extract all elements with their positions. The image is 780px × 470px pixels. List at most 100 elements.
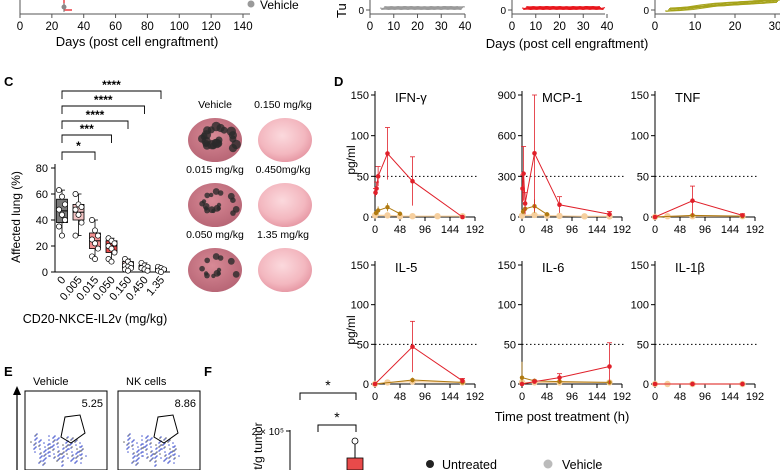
cytokine-plot: 0 50 100 150 0 48 96 144 192 IL-1β bbox=[631, 260, 765, 403]
lung-label: 1.35 mg/kg bbox=[257, 229, 309, 241]
cytokine-y-tick-label: 150 bbox=[631, 260, 649, 272]
vehicle-legend-label: Vehicle bbox=[260, 0, 299, 12]
survival-x-tick-label: 80 bbox=[141, 21, 154, 33]
flow-event bbox=[71, 446, 73, 448]
flow-event bbox=[173, 454, 175, 456]
flow-event bbox=[35, 442, 37, 444]
untreated-point bbox=[532, 150, 537, 156]
cytokine-x-tick-label: 96 bbox=[419, 224, 431, 236]
panel-c-point bbox=[78, 204, 85, 210]
flow-event bbox=[138, 453, 140, 455]
flow-event bbox=[127, 439, 129, 441]
flow-event bbox=[61, 457, 63, 459]
flow-event bbox=[45, 457, 47, 459]
panel-d-ylabel-bottom: pg/ml bbox=[344, 315, 358, 344]
cytokine-y-tick-label: 0 bbox=[363, 379, 369, 391]
untreated-point bbox=[385, 151, 390, 156]
legend-vehicle-label: Vehicle bbox=[562, 458, 602, 470]
survival-x-tick-label: 0 bbox=[17, 21, 23, 33]
flow-event bbox=[168, 440, 170, 442]
flow-event bbox=[68, 448, 70, 450]
flow-event bbox=[149, 439, 151, 441]
flow-event bbox=[168, 444, 170, 446]
flow-event bbox=[137, 462, 139, 464]
flow-event bbox=[169, 452, 171, 454]
flow-event bbox=[136, 463, 138, 465]
survival-x-ticks: 0 20 40 60 80 100 120 140 bbox=[17, 14, 253, 33]
panel-c-sig-bracket bbox=[61, 105, 145, 114]
flow-event bbox=[49, 447, 51, 449]
untreated-point bbox=[652, 381, 658, 387]
panel-c-sig-label: *** bbox=[80, 122, 94, 136]
panel-f-point bbox=[351, 437, 359, 445]
flow-event bbox=[65, 442, 67, 444]
flow-event bbox=[165, 437, 167, 439]
lung-image bbox=[258, 248, 312, 292]
flow-event bbox=[163, 447, 165, 449]
flow-event bbox=[85, 455, 87, 457]
flow-event bbox=[81, 449, 83, 451]
tumor-y-tick-label: 0 bbox=[500, 6, 506, 17]
flow-event bbox=[81, 445, 83, 447]
untreated-point bbox=[607, 364, 612, 369]
panel-f-ylabel-fragment: t/g tumor bbox=[251, 422, 265, 469]
flow-event bbox=[53, 448, 55, 450]
tumor-x-tick-label: 30 bbox=[577, 21, 590, 33]
vehicle-legend-marker bbox=[247, 0, 255, 8]
cytokine-y-tick-label: 100 bbox=[631, 131, 649, 143]
flow-event bbox=[149, 460, 151, 462]
flow-event bbox=[173, 458, 175, 460]
lung-lesion bbox=[229, 135, 237, 143]
cytokine-x-tick-label: 48 bbox=[394, 224, 406, 236]
flow-event bbox=[58, 437, 60, 439]
flow-event bbox=[79, 442, 81, 444]
panel-c-xlabel: CD20-NKCE-IL2v (mg/kg) bbox=[23, 312, 167, 326]
panel-label-d: D bbox=[334, 74, 343, 89]
flow-event bbox=[39, 444, 41, 446]
cytokine-title: MCP-1 bbox=[542, 90, 582, 105]
cytokine-y-tick-label: 0 bbox=[510, 212, 516, 224]
flow-event bbox=[163, 443, 165, 445]
tumor-y-tick-label: 0 bbox=[643, 6, 649, 17]
tumor-x-tick-label: 10 bbox=[387, 21, 400, 33]
lung-lesion bbox=[217, 190, 224, 196]
flow-event bbox=[132, 461, 134, 463]
panel-c-point bbox=[108, 245, 115, 252]
flow-event bbox=[75, 457, 77, 459]
flow-event bbox=[136, 455, 138, 457]
panel-label-f: F bbox=[204, 364, 212, 379]
cytokine-x-tick-label: 192 bbox=[466, 391, 484, 403]
cytokine-y-tick-label: 50 bbox=[357, 339, 369, 351]
flow-event bbox=[151, 454, 153, 456]
cytokine-y-tick-label: 150 bbox=[631, 90, 649, 102]
flow-event bbox=[164, 451, 166, 453]
flow-event bbox=[56, 460, 58, 462]
flow-event bbox=[146, 440, 148, 442]
panel-f-sig-2: * bbox=[334, 409, 340, 425]
flow-event bbox=[168, 457, 170, 459]
flow-event bbox=[142, 447, 144, 449]
flow-event bbox=[147, 439, 149, 441]
flow-event bbox=[163, 439, 165, 441]
cytokine-plot: 0 50 100 150 0 48 96 144 192 TNF bbox=[631, 90, 765, 236]
flow-event bbox=[168, 453, 170, 455]
flow-event bbox=[150, 438, 152, 440]
cytokine-title: IL-6 bbox=[542, 260, 564, 275]
flow-event bbox=[56, 439, 58, 441]
flow-event bbox=[39, 448, 41, 450]
flow-event bbox=[134, 455, 136, 457]
flow-event bbox=[142, 443, 144, 445]
flow-event bbox=[45, 449, 47, 451]
flow-event bbox=[71, 455, 73, 457]
flow-event bbox=[34, 435, 36, 437]
flow-event bbox=[47, 452, 49, 454]
panel-c-point bbox=[144, 267, 151, 274]
flow-event bbox=[33, 448, 35, 450]
flow-event bbox=[34, 447, 36, 449]
flow-event bbox=[33, 444, 35, 446]
cytokine-x-tick-label: 96 bbox=[566, 224, 578, 236]
panel-d-ylabel-top: pg/ml bbox=[344, 145, 358, 174]
flow-event bbox=[145, 449, 147, 451]
flow-event bbox=[140, 444, 142, 446]
lung-lesion bbox=[199, 265, 205, 272]
